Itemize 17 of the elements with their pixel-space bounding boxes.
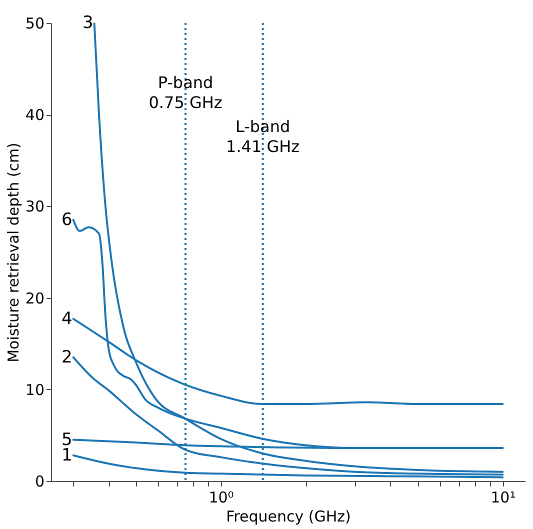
x-tick-label: 10¹ xyxy=(490,488,516,506)
y-axis-title: Moisture retrieval depth (cm) xyxy=(4,142,22,362)
series-label: 1 xyxy=(61,445,72,466)
y-tick-label: 20 xyxy=(25,289,44,308)
y-tick-label: 50 xyxy=(25,14,44,32)
y-tick-label: 40 xyxy=(25,106,44,124)
series-label: 2 xyxy=(61,347,72,368)
y-tick-label: 0 xyxy=(34,472,44,490)
y-tick-label: 10 xyxy=(25,380,44,399)
series-label: 4 xyxy=(61,308,72,329)
ref-line-label: P-band 0.75 GHz xyxy=(148,73,222,112)
y-tick-label: 30 xyxy=(25,198,44,216)
x-tick-label: 10⁰ xyxy=(208,488,234,506)
series-label: 6 xyxy=(61,210,72,230)
series-label: 3 xyxy=(82,13,94,33)
ref-line-label: L-band 1.41 GHz xyxy=(226,117,300,156)
x-axis-title: Frequency (GHz) xyxy=(226,508,351,526)
